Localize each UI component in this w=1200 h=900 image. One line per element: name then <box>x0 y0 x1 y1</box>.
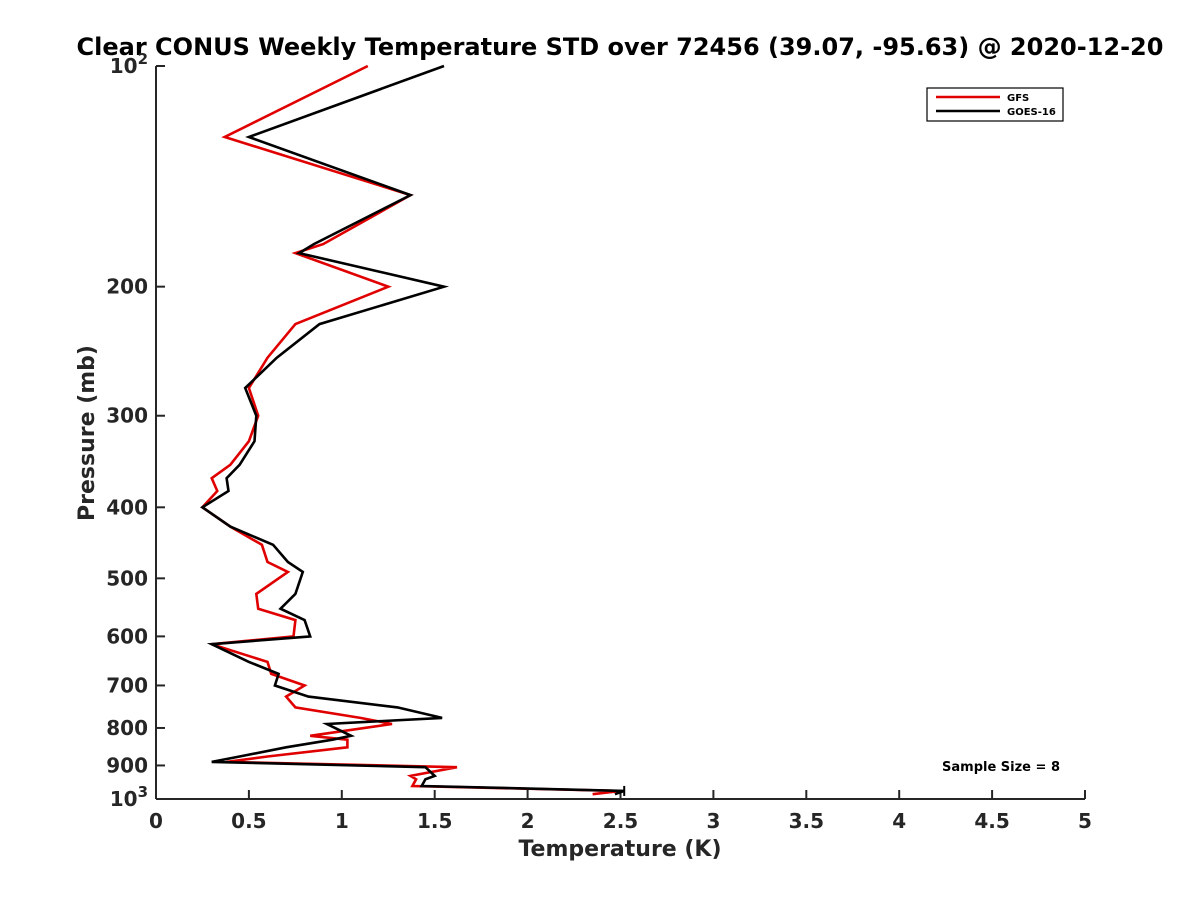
y-tick-label: 102 <box>110 50 148 78</box>
x-axis-label: Temperature (K) <box>518 837 721 862</box>
chart-title: Clear CONUS Weekly Temperature STD over … <box>77 33 1164 61</box>
y-tick-label: 800 <box>106 716 148 740</box>
y-tick-label: 500 <box>106 566 148 590</box>
x-tick-label: 1.5 <box>417 809 452 833</box>
x-tick-label: 4.5 <box>974 809 1009 833</box>
y-tick-label: 700 <box>106 673 148 697</box>
y-tick-label: 103 <box>110 783 148 811</box>
sample-size-annotation: Sample Size = 8 <box>942 760 1060 775</box>
x-tick-label: 2 <box>521 809 535 833</box>
x-tick-label: 0.5 <box>231 809 266 833</box>
legend: GFS GOES-16 <box>926 87 1064 122</box>
y-tick-label: 900 <box>106 753 148 777</box>
series-line-gfs <box>200 64 621 796</box>
series-line-goes16 <box>200 64 625 796</box>
legend-box <box>926 87 1064 122</box>
x-tick-label: 4 <box>892 809 906 833</box>
y-tick-label: 600 <box>106 624 148 648</box>
x-tick-label: 0 <box>149 809 163 833</box>
y-tick-label: 400 <box>106 495 148 519</box>
y-axis-label: Pressure (mb) <box>75 345 100 521</box>
y-tick-label: 200 <box>106 275 148 299</box>
x-tick-label: 1 <box>335 809 349 833</box>
x-tick-label: 5 <box>1078 809 1092 833</box>
x-tick-label: 3 <box>706 809 720 833</box>
legend-label-goes16: GOES-16 <box>1007 107 1056 118</box>
plot-area: 0 0.5 1 1.5 2 2.5 3 3.5 4 4.5 5 102 200 300 400 500 600 7… <box>106 50 1092 833</box>
legend-label-gfs: GFS <box>1007 93 1029 104</box>
x-tick-label: 2.5 <box>603 809 638 833</box>
x-tick-label: 3.5 <box>789 809 824 833</box>
y-tick-label: 300 <box>106 404 148 428</box>
